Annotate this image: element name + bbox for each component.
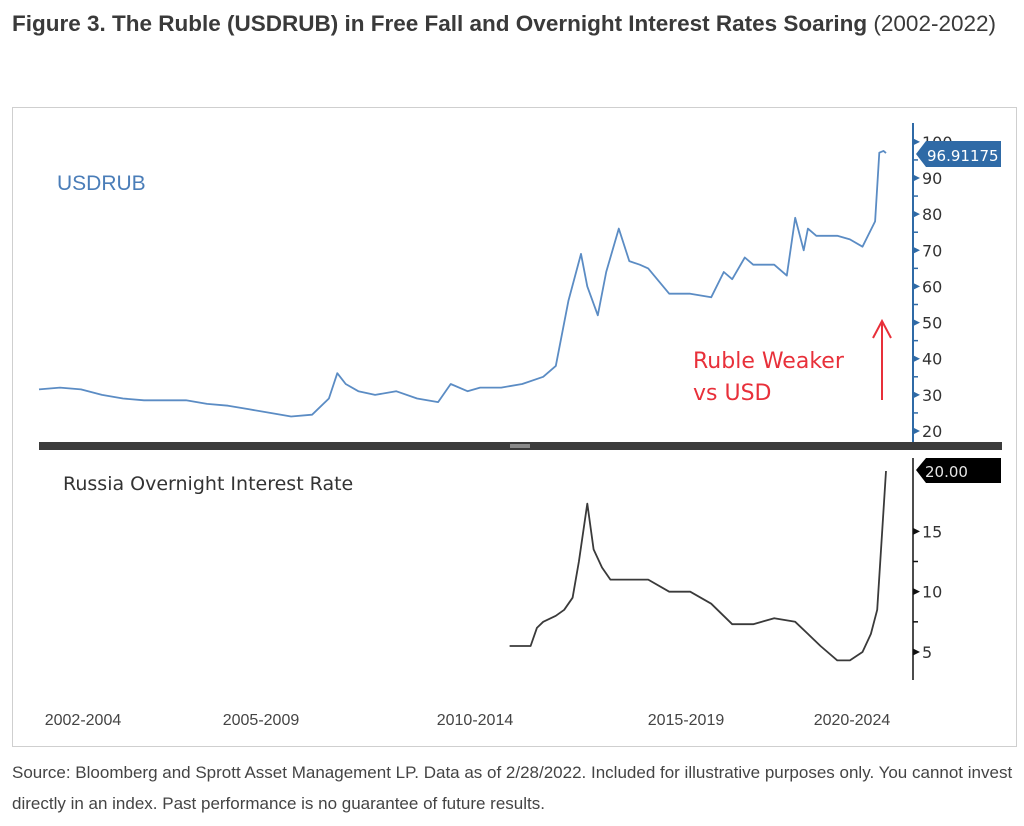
chart-svg: USDRUB 2030405060708090100 Ruble Weaker … — [38, 123, 1002, 729]
x-label: 2002-2004 — [45, 712, 122, 729]
up-arrow-head-icon — [872, 318, 892, 339]
x-label: 2010-2014 — [437, 712, 514, 729]
rate-panel: Russia Overnight Interest Rate 5 10 15 20.… — [63, 458, 1001, 680]
ruble-weaker-annotation: Ruble Weaker vs USD — [693, 318, 892, 406]
y-tick-label: 40 — [922, 350, 942, 369]
y-tick-mark — [913, 246, 920, 254]
rate-y-ticks: 5 10 15 — [913, 522, 942, 662]
y-tick-label: 70 — [922, 241, 942, 260]
y-tick-mark — [913, 355, 920, 363]
y-tick-label: 15 — [922, 522, 942, 541]
y-tick-mark — [913, 427, 920, 435]
figure-title-main: Figure 3. The Ruble (USDRUB) in Free Fal… — [12, 11, 868, 36]
usdrub-title: USDRUB — [57, 172, 146, 195]
usdrub-line — [38, 150, 887, 418]
y-tick-label: 20 — [922, 422, 942, 441]
y-tick-label: 10 — [922, 583, 942, 602]
x-axis-labels: 2002-2004 2005-2009 2010-2014 2015-2019 … — [45, 712, 891, 729]
rate-last-value-bg — [916, 458, 1001, 483]
y-tick-mark — [913, 138, 920, 146]
y-tick-mark — [913, 174, 920, 182]
y-tick-mark — [913, 391, 920, 399]
usdrub-y-ticks: 2030405060708090100 — [913, 133, 953, 441]
divider-handle-icon — [510, 444, 530, 448]
x-label: 2015-2019 — [648, 712, 725, 729]
chart-frame: USDRUB 2030405060708090100 Ruble Weaker … — [12, 107, 1017, 747]
figure-title-range: (2002-2022) — [873, 11, 996, 36]
x-label: 2005-2009 — [223, 712, 300, 729]
usdrub-panel: USDRUB 2030405060708090100 Ruble Weaker … — [38, 123, 1001, 443]
usdrub-last-value-tag: 96.91175 — [916, 141, 1001, 167]
y-tick-mark — [913, 282, 920, 290]
annotation-line-2: vs USD — [693, 381, 771, 406]
rate-last-value: 20.00 — [925, 463, 968, 481]
rate-title: Russia Overnight Interest Rate — [63, 473, 353, 495]
y-tick-label: 5 — [922, 643, 932, 662]
y-tick-mark — [913, 210, 920, 218]
y-tick-mark — [913, 648, 920, 656]
rate-last-value-tag: 20.00 — [916, 458, 1001, 483]
x-label: 2020-2024 — [814, 712, 891, 729]
y-tick-label: 30 — [922, 386, 942, 405]
y-tick-mark — [913, 588, 920, 596]
y-tick-mark — [913, 319, 920, 327]
y-tick-label: 50 — [922, 314, 942, 333]
rate-line — [509, 470, 887, 662]
figure-title: Figure 3. The Ruble (USDRUB) in Free Fal… — [12, 4, 1022, 44]
y-tick-label: 90 — [922, 169, 942, 188]
annotation-line-1: Ruble Weaker — [693, 349, 845, 374]
y-tick-label: 80 — [922, 205, 942, 224]
source-note: Source: Bloomberg and Sprott Asset Manag… — [12, 763, 1013, 813]
y-tick-mark — [913, 527, 920, 535]
usdrub-last-value: 96.91175 — [927, 147, 999, 165]
usdrub-last-value-bg — [916, 141, 1001, 167]
y-tick-label: 60 — [922, 277, 942, 296]
